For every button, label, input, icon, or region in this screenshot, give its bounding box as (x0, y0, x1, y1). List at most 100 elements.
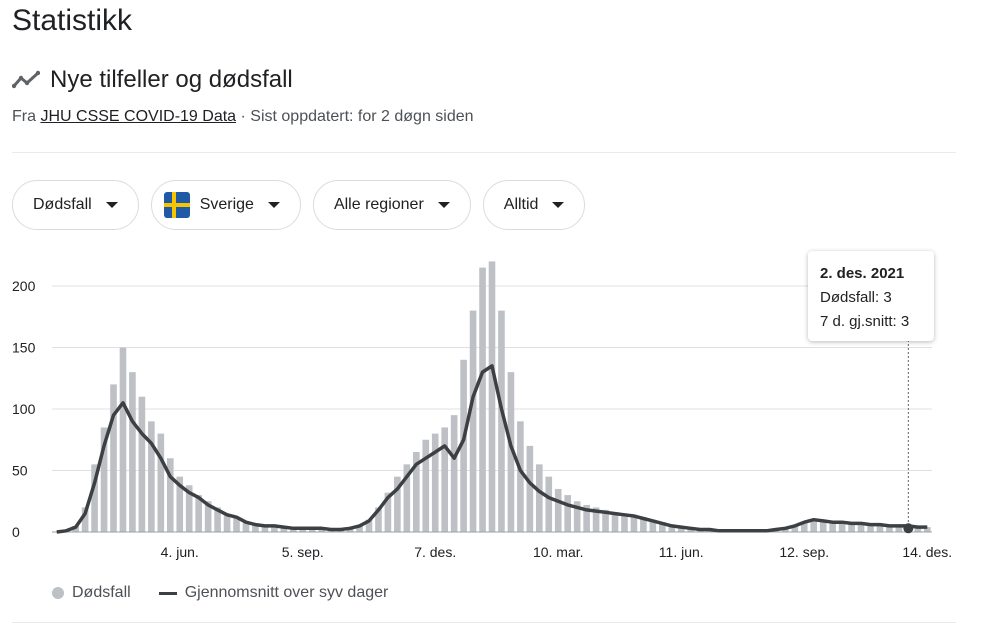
bar-deaths (649, 519, 657, 532)
bar-deaths (412, 452, 420, 532)
bar-deaths (119, 347, 127, 532)
bar-deaths (129, 372, 136, 532)
source-prefix: Fra (12, 108, 36, 125)
country-dropdown[interactable]: Sverige (150, 180, 301, 230)
divider (12, 152, 956, 153)
tooltip-deaths: Dødsfall: 3 (820, 289, 892, 306)
bar-deaths (507, 372, 515, 532)
bar-deaths (148, 421, 155, 532)
bar-deaths (318, 528, 325, 532)
hover-point (903, 523, 914, 534)
bar-deaths (280, 527, 288, 532)
bar-deaths (611, 512, 619, 532)
bar-deaths (857, 523, 865, 532)
bar-deaths (621, 513, 628, 532)
bar-deaths (782, 528, 789, 532)
x-tick-label: 7. des. (414, 544, 456, 560)
bar-deaths (176, 476, 184, 532)
bar-deaths (791, 525, 799, 532)
bar-deaths (441, 427, 448, 532)
bar-deaths (166, 458, 174, 532)
x-tick-label: 12. sep. (779, 544, 829, 560)
bar-deaths (271, 525, 278, 532)
filter-bar: Dødsfall Sverige Alle regioner Alltid (12, 180, 586, 230)
region-dropdown-label: Alle regioner (333, 196, 424, 213)
bar-deaths (460, 359, 467, 532)
series-line-average (56, 364, 928, 534)
trending-line-icon (12, 70, 40, 89)
bar-deaths (592, 507, 600, 532)
bar-deaths (848, 523, 855, 532)
legend-bar-swatch (52, 587, 64, 599)
bar-deaths (829, 522, 836, 532)
bar-deaths (640, 517, 647, 532)
bar-deaths (110, 384, 117, 532)
bar-deaths (469, 310, 477, 532)
bar-deaths (365, 519, 373, 532)
bar-deaths (431, 433, 439, 532)
bar-deaths (554, 488, 562, 532)
bar-deaths (810, 519, 818, 532)
deaths-chart[interactable]: 0 50 100 150 200 4. jun. 5. sep. 7. des. 10. mar… (0, 240, 1000, 580)
x-tick-label: 5. sep. (282, 544, 324, 560)
bar-deaths (838, 522, 846, 532)
bar-deaths (498, 310, 505, 532)
source-link[interactable]: JHU CSSE COVID-19 Data (40, 108, 237, 125)
bar-deaths (573, 501, 581, 532)
bar-deaths (261, 525, 269, 532)
bar-deaths (356, 525, 363, 532)
bar-deaths (536, 464, 543, 532)
bar-deaths (479, 267, 486, 532)
bar-deaths (923, 527, 931, 532)
period-dropdown[interactable]: Alltid (482, 180, 586, 230)
tooltip-date: 2. des. 2021 (820, 265, 905, 282)
bar-deaths (233, 517, 240, 532)
section-header: Nye tilfeller og dødsfall (12, 66, 293, 94)
legend-line-swatch (158, 591, 177, 595)
metric-dropdown[interactable]: Dødsfall (12, 180, 139, 230)
bar-deaths (800, 522, 808, 532)
bar-deaths (195, 495, 202, 532)
divider (12, 622, 956, 623)
bar-deaths (138, 396, 146, 532)
source-line: Fra JHU CSSE COVID-19 Data · Sist oppdat… (12, 108, 474, 126)
bar-deaths (157, 433, 165, 532)
y-tick-label: 0 (12, 524, 20, 540)
source-updated: · Sist oppdatert: for 2 døgn siden (240, 108, 474, 125)
caret-down-icon (437, 202, 450, 208)
bar-deaths (867, 524, 874, 532)
bar-deaths (252, 524, 259, 532)
bar-deaths (81, 507, 89, 532)
bar-deaths (242, 522, 250, 532)
bar-deaths (375, 507, 382, 532)
bar-deaths (223, 513, 231, 532)
bar-deaths (914, 527, 922, 532)
y-tick-label: 200 (12, 278, 36, 294)
metric-dropdown-label: Dødsfall (33, 196, 92, 213)
legend-bars-label: Dødsfall (72, 584, 131, 601)
bar-deaths (204, 501, 212, 532)
bar-deaths (214, 507, 221, 532)
x-tick-label: 10. mar. (533, 544, 584, 560)
bar-deaths (687, 528, 695, 532)
bar-deaths (346, 528, 354, 532)
caret-down-icon (267, 202, 280, 208)
bar-deaths (895, 525, 903, 532)
legend-line-label: Gjennomsnitt over syv dager (184, 584, 389, 601)
page-title: Statistikk (12, 4, 133, 37)
bar-deaths (659, 522, 666, 532)
bar-deaths (450, 415, 458, 532)
region-dropdown[interactable]: Alle regioner (312, 180, 471, 230)
bar-deaths (668, 524, 676, 532)
bar-deaths (394, 476, 401, 532)
bar-deaths (526, 445, 534, 532)
chart-legend: Dødsfall Gjennomsnitt over syv dager (52, 584, 388, 602)
bar-deaths (517, 421, 524, 532)
x-tick-label: 4. jun. (161, 544, 199, 560)
bar-deaths (564, 495, 572, 532)
bar-deaths (100, 427, 108, 532)
chart-tooltip: 2. des. 2021 Dødsfall: 3 7 d. gj.snitt: … (808, 251, 934, 341)
bar-deaths (289, 528, 297, 532)
bar-deaths (299, 528, 307, 532)
bar-deaths (583, 504, 590, 532)
